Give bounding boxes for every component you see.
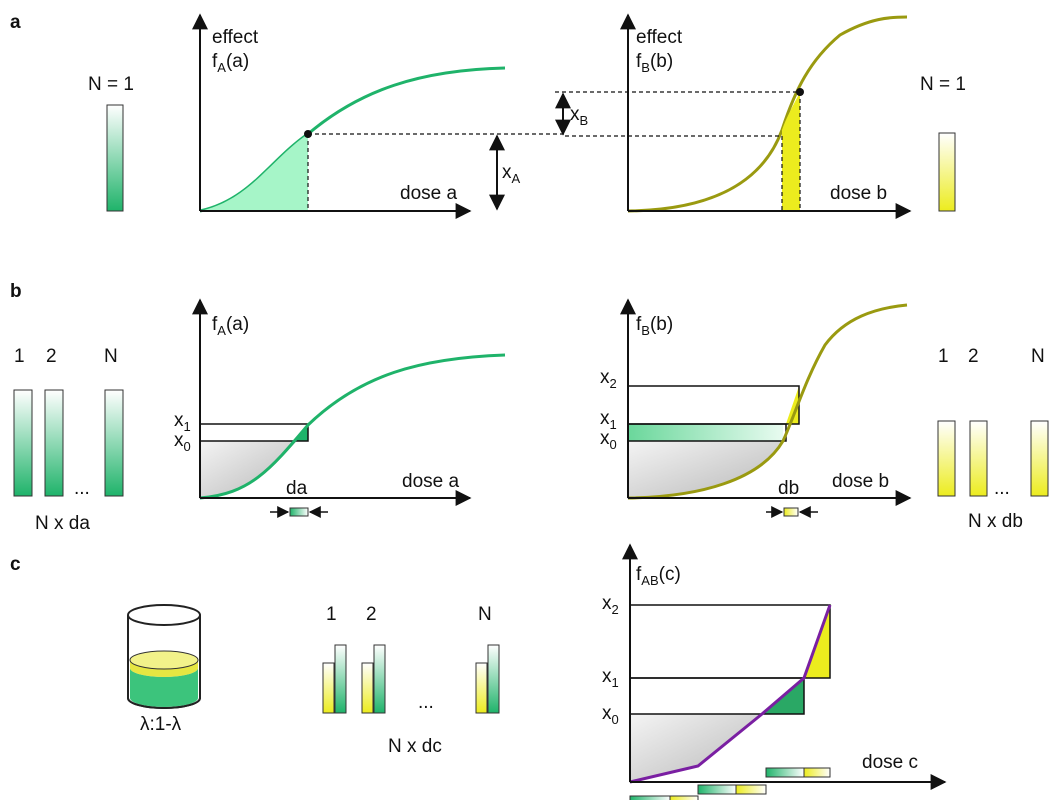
y-label-a-left: effect [212,27,259,48]
curve-fB [627,15,908,213]
tube-green-a [106,104,124,212]
tube-label-b-l-n: N [104,346,118,367]
y-fn-a-right: fB(b) [636,51,673,75]
dose-slab-c-1 [629,795,699,800]
area-gray-b-left [199,440,297,499]
dose-slab-c-2 [697,784,767,795]
curve-fA-b [199,353,506,500]
tube-pair-c-n [475,644,500,714]
tube-b-left-2 [44,389,64,497]
tube-label-c-n: N [478,604,492,625]
x-label-c: dose c [862,752,918,773]
count-label-b-right: N x db [968,511,1023,532]
xB-label: xB [570,104,588,128]
mixture-cup [127,604,201,709]
count-label-b-left: N x da [35,513,90,534]
green-band-b-right [628,424,783,441]
db-label: db [778,478,799,499]
y-fn-a-left: fA(a) [212,51,249,75]
ellipsis-b-left: ... [74,478,90,499]
tube-label-b-r-n: N [1031,346,1045,367]
area-slice-fB [782,92,800,211]
tube-b-right-2 [969,420,988,497]
y-fn-c: fAB(c) [636,564,681,588]
point-b [796,88,804,96]
x0-label-b-left: x0 [174,430,191,454]
n-label-a-left: N = 1 [88,74,134,95]
x-label-b-right: dose b [832,471,889,492]
curve-fAB [629,604,832,784]
tube-label-b-r-1: 1 [938,346,949,367]
x-label-a-right: dose b [830,183,887,204]
tube-b-left-n [104,389,124,497]
x1-label-b-right: x1 [600,408,617,432]
curve-fA [199,66,506,213]
tube-pair-c-2 [361,644,386,714]
dose-slab-c-3 [765,767,831,778]
tube-b-left-1 [13,389,33,497]
da-slab [289,507,309,517]
x-label-a-left: dose a [400,183,457,204]
x1-label-b-left: x1 [174,410,191,434]
area-gray-c [629,713,764,783]
x-label-b-left: dose a [402,471,459,492]
band-x1-x2-b-right [627,385,800,425]
x2-label-c: x2 [602,593,619,617]
y-label-a-right: effect [636,27,683,48]
tube-label-b-l-1: 1 [14,346,25,367]
point-a [304,130,312,138]
db-slab [783,507,799,517]
band-x1-x2-c [629,604,831,679]
panel-label-a: a [10,12,21,33]
ratio-label: λ:1-λ [140,714,182,735]
xA-label: xA [502,162,521,186]
tube-label-c-1: 1 [326,604,337,625]
tube-label-b-r-2: 2 [968,346,979,367]
tube-yellow-a [938,132,956,212]
ellipsis-c: ... [418,692,434,713]
band-x0-x1-b-left [199,423,309,442]
n-label-a-right: N = 1 [920,74,966,95]
panel-label-c: c [10,554,21,575]
x0-label-b-right: x0 [600,428,617,452]
tube-b-right-n [1030,420,1049,497]
tube-label-c-2: 2 [366,604,377,625]
panel-label-b: b [10,281,22,302]
x2-label-b-right: x2 [600,367,617,391]
area-under-fA [200,134,308,211]
x0-label-c: x0 [602,703,619,727]
x1-label-c: x1 [602,666,619,690]
tube-pair-c-1 [322,644,347,714]
count-label-c: N x dc [388,736,442,757]
ellipsis-b-right: ... [994,478,1010,499]
da-label: da [286,478,308,499]
tube-label-b-l-2: 2 [46,346,57,367]
y-fn-b-left: fA(a) [212,314,249,338]
tube-b-right-1 [937,420,956,497]
y-fn-b-right: fB(b) [636,314,673,338]
area-yellow-slice-b [786,386,799,424]
curve-fB-b [627,303,908,500]
